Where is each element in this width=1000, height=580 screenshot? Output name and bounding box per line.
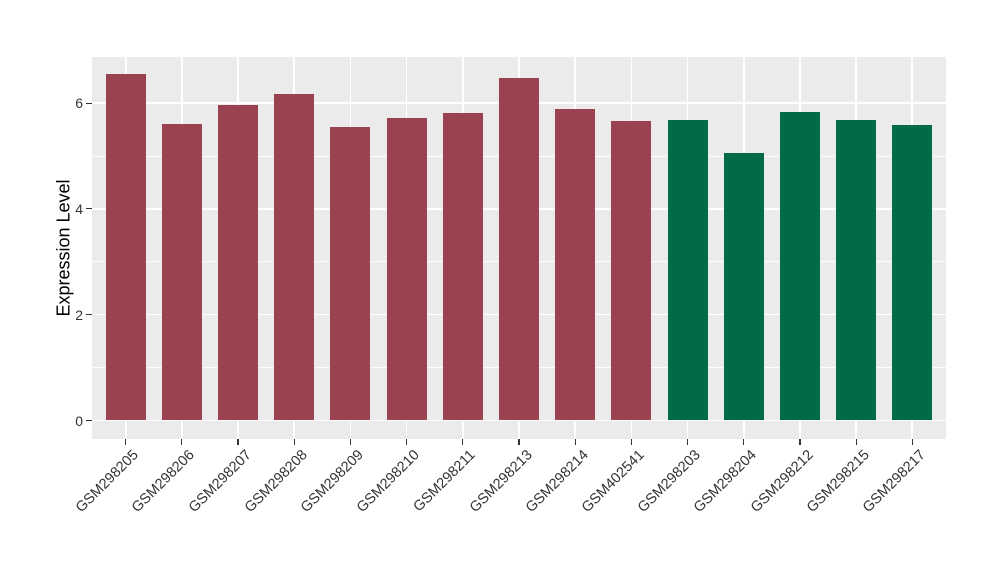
bar-GSM298210	[386, 117, 427, 421]
x-axis-tick	[630, 439, 632, 445]
y-axis-tick	[86, 419, 92, 422]
bar-GSM298211	[442, 113, 483, 421]
x-axis-tick	[686, 439, 689, 445]
bar-GSM298212	[779, 112, 820, 421]
y-tick-label: 6	[75, 95, 83, 112]
x-axis-tick	[911, 439, 913, 445]
bar-GSM298209	[330, 127, 371, 421]
x-axis-tick	[349, 439, 352, 445]
x-axis-tick	[518, 439, 520, 445]
x-axis-tick	[855, 439, 857, 445]
bar-GSM298215	[836, 120, 877, 421]
bar-GSM298208	[274, 94, 315, 421]
x-axis-tick	[406, 439, 408, 445]
x-axis-tick	[181, 439, 183, 445]
y-axis-tick	[86, 314, 92, 316]
y-tick-label: 0	[75, 412, 83, 429]
x-axis-tick	[799, 439, 801, 445]
y-tick-label: 4	[75, 200, 83, 217]
bar-GSM298207	[218, 104, 259, 421]
bar-GSM298203	[667, 120, 708, 421]
y-tick-label: 2	[75, 306, 83, 323]
bar-GSM298206	[161, 123, 202, 421]
bar-GSM298213	[499, 78, 539, 421]
bar-GSM298217	[892, 124, 933, 421]
bar-GSM298214	[555, 108, 596, 421]
plot-panel	[92, 57, 946, 439]
x-axis-tick	[237, 439, 239, 445]
x-axis-tick	[574, 439, 576, 445]
y-axis-tick	[86, 102, 92, 104]
x-axis-tick	[462, 439, 464, 445]
x-axis-tick	[125, 439, 127, 445]
bar-GSM298205	[105, 74, 146, 421]
y-axis-tick	[86, 208, 92, 210]
x-axis-tick	[293, 439, 295, 445]
bar-GSM402541	[611, 121, 652, 421]
x-axis-tick	[743, 439, 745, 445]
bar-GSM298204	[723, 153, 764, 421]
